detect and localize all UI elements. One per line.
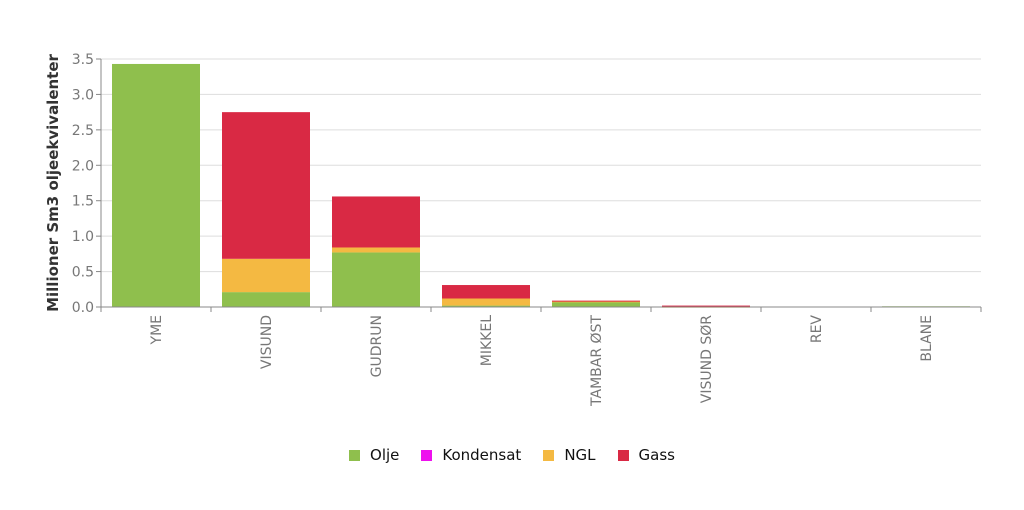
- bar-segment: [552, 301, 640, 303]
- bar-segment: [222, 258, 310, 293]
- legend-label: Gass: [638, 446, 675, 464]
- x-tick-label: YME: [149, 315, 165, 345]
- legend-label: NGL: [564, 446, 596, 464]
- legend-item[interactable]: Gass: [617, 446, 675, 464]
- x-tick-labels: YME VISUND GUDRUN MIKKEL TAMBAR ØST VISUND SØ…: [149, 315, 935, 407]
- bar-segment: [442, 305, 530, 307]
- x-tick-label: VISUND SØR: [699, 315, 715, 403]
- y-tick-label: 0.5: [72, 265, 94, 281]
- y-tick-label: 1.5: [72, 194, 94, 210]
- bar-segment: [662, 305, 750, 307]
- x-tick-label: TAMBAR ØST: [589, 315, 605, 407]
- legend-swatch: [543, 449, 555, 461]
- bar-segment: [222, 112, 310, 259]
- legend-item[interactable]: Kondensat: [421, 446, 521, 464]
- y-axis-label: Millioner Sm3 oljeekvivalenter: [44, 53, 62, 311]
- x-tick-label: BLANE: [919, 315, 935, 362]
- bar-segment: [442, 298, 530, 306]
- x-tick-label: VISUND: [259, 315, 275, 369]
- y-tick-label: 2.0: [72, 158, 94, 174]
- bar-segment: [332, 247, 420, 253]
- bar-segment: [552, 300, 640, 302]
- bar-segment: [112, 63, 200, 308]
- legend-label: Kondensat: [442, 446, 522, 464]
- bar-segment: [332, 196, 420, 248]
- bar-segment: [552, 302, 640, 307]
- x-tick-label: REV: [809, 315, 825, 344]
- y-tick-label: 3.5: [72, 52, 94, 68]
- bar-segment: [222, 292, 310, 307]
- y-tick-label: 2.5: [72, 123, 94, 139]
- legend-label: Olje: [370, 446, 400, 464]
- legend-item[interactable]: Olje: [349, 446, 399, 464]
- legend-swatch: [421, 449, 433, 461]
- y-tick-labels: 0.0 0.5 1.0 1.5 2.0 2.5 3.0 3.5: [72, 52, 94, 316]
- legend: Olje Kondensat NGL Gass: [0, 446, 1024, 464]
- bars: [112, 63, 970, 308]
- x-tick-label: MIKKEL: [479, 315, 495, 366]
- y-tick-label: 3.0: [72, 87, 94, 103]
- y-tick-label: 0.0: [72, 300, 94, 316]
- legend-item[interactable]: NGL: [543, 446, 596, 464]
- axes: [100, 59, 982, 312]
- legend-swatch: [617, 449, 629, 461]
- x-tick-label: GUDRUN: [369, 315, 385, 377]
- legend-swatch: [349, 449, 361, 461]
- y-tick-label: 1.0: [72, 229, 94, 245]
- bar-segment: [442, 285, 530, 299]
- bar-segment: [332, 252, 420, 307]
